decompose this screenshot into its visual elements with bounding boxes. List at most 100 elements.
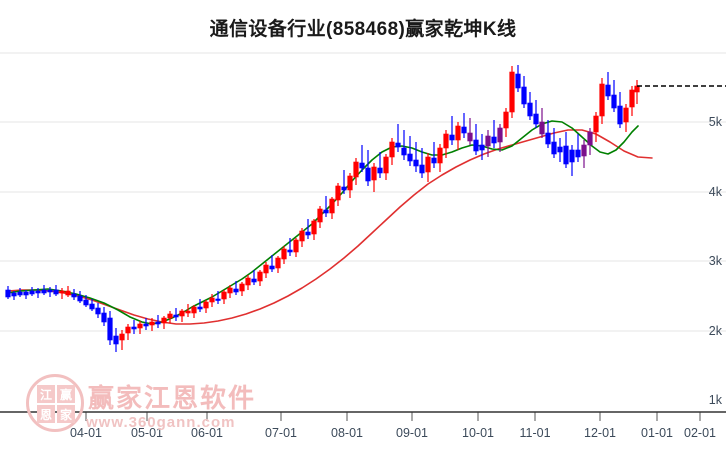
candlestick-series (5, 65, 640, 352)
candle-body (329, 198, 335, 214)
candle-body (491, 136, 497, 144)
candle-body (305, 231, 311, 236)
candle-body (419, 164, 425, 174)
candle-body (389, 141, 395, 158)
candle-body (431, 157, 437, 164)
candle-body (539, 121, 545, 135)
candle-body (587, 131, 593, 146)
candle-body (347, 175, 353, 191)
candle-body (521, 86, 527, 105)
candle-body (449, 134, 455, 141)
candle-body (83, 299, 89, 306)
x-axis-tick-label-05-01: 05-01 (131, 426, 163, 440)
x-axis-tick-label-02-01: 02-01 (684, 426, 716, 440)
candle-body (137, 323, 143, 329)
candle-body (71, 293, 77, 298)
candle-body (557, 146, 563, 153)
candle-body (119, 333, 125, 341)
x-axis-tick-label-09-01: 09-01 (396, 426, 428, 440)
candle-body (359, 162, 365, 169)
candle-body (275, 257, 281, 269)
candle-body (11, 292, 17, 297)
candle-body (239, 283, 245, 292)
candle-body (209, 297, 215, 303)
y-axis-tick-label-3k: 3k (708, 254, 722, 268)
candle-body (563, 145, 569, 165)
ma-long-line (7, 129, 653, 325)
page-title: 通信设备行业(858468)赢家乾坤K线 (209, 19, 517, 40)
candle-body (401, 147, 407, 156)
candle-body (569, 149, 575, 163)
candle-body (107, 317, 113, 341)
candle-body (634, 85, 640, 93)
candle-body (179, 310, 185, 317)
x-tick-marks-group (85, 412, 701, 421)
candle-body (311, 220, 317, 235)
candle-body (533, 113, 539, 125)
ma-path-ma-long (7, 129, 653, 325)
candle-body (527, 102, 533, 117)
candle-body (35, 290, 41, 294)
candle-body (143, 323, 149, 327)
candle-body (233, 288, 239, 293)
candle-body (581, 144, 587, 157)
x-axis-tick-label-08-01: 08-01 (331, 426, 363, 440)
candle-body (515, 73, 521, 89)
candle-body (605, 84, 611, 97)
candle-body (47, 289, 53, 293)
candle-body (455, 125, 461, 141)
candle-body (395, 142, 401, 148)
ma-path-ma-short (7, 120, 639, 325)
candle-body (443, 133, 449, 149)
candle-body (227, 287, 233, 294)
candle-body (317, 208, 323, 223)
candle-body (479, 144, 485, 151)
candle-body (203, 301, 209, 309)
candle-body (131, 326, 137, 330)
candle-body (299, 230, 305, 242)
candle-body (413, 159, 419, 167)
candle-body (197, 306, 203, 310)
candle-body (497, 127, 503, 143)
candle-body (617, 105, 623, 125)
candle-body (335, 185, 341, 201)
candle-body (155, 321, 161, 325)
candle-body (371, 166, 377, 181)
candle-body (149, 321, 155, 326)
y-axis-tick-label-4k: 4k (708, 185, 722, 199)
candle-body (65, 290, 71, 296)
y-axis-tick-label-1k: 1k (708, 393, 722, 407)
x-axis-tick-label-01-01: 01-01 (641, 426, 673, 440)
candle-body (221, 291, 227, 300)
candle-body (185, 310, 191, 314)
candle-body (293, 239, 299, 253)
candle-body (629, 89, 635, 108)
candle-body (191, 306, 197, 314)
y-axis-tick-label-2k: 2k (708, 324, 722, 338)
candle-body (353, 161, 359, 178)
candle-body (101, 312, 107, 323)
candle-body (5, 289, 11, 298)
candle-body (263, 264, 269, 274)
candle-body (551, 141, 557, 155)
candle-body (173, 314, 179, 318)
x-axis-tick-label-12-01: 12-01 (584, 426, 616, 440)
candle-body (17, 291, 23, 296)
candle-body (593, 115, 599, 133)
candle-body (407, 153, 413, 162)
candle-body (29, 290, 35, 295)
candle-body (215, 298, 221, 301)
candle-body (545, 132, 551, 145)
candle-body (575, 149, 581, 158)
candle-body (383, 156, 389, 174)
ma-short-line (7, 120, 639, 325)
candle-body (623, 107, 629, 123)
candle-body (287, 249, 293, 253)
candle-body (257, 271, 263, 282)
candle-body (167, 313, 173, 319)
candle-body (125, 326, 131, 334)
candle-body (437, 147, 443, 164)
candle-body (59, 290, 65, 294)
